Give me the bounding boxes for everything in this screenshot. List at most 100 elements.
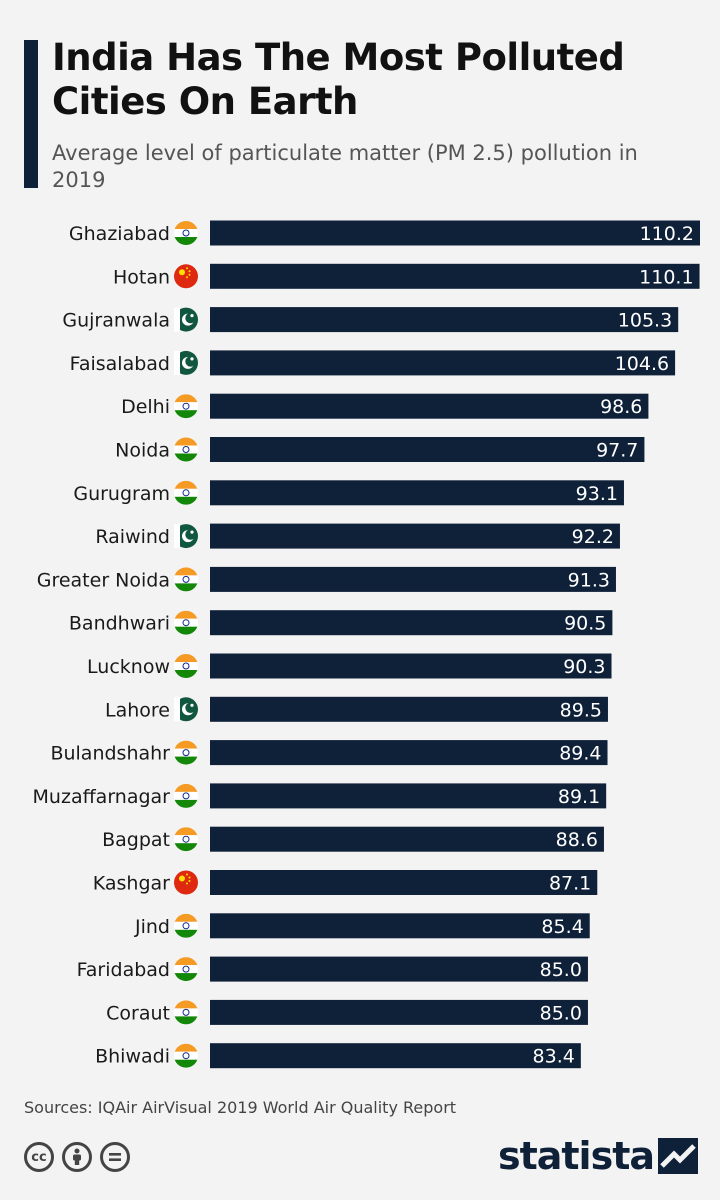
chart-row: Bulandshahr 89.4 [50,740,608,766]
bar [210,480,624,506]
bar-chart: Ghaziabad 110.2 Hotan 110.1 Gujranwala 105.3 F… [33,220,700,1069]
india-flag-icon [174,740,198,765]
india-flag-icon [174,1000,198,1025]
india-flag-icon [174,827,198,852]
chart-row: Bhiwadi 83.4 [95,1043,581,1069]
bar [210,1043,581,1069]
bar [210,870,598,895]
chart-row: Delhi 98.6 [121,393,649,419]
bar [210,783,607,809]
category-label: Gujranwala [62,310,170,332]
india-flag-icon [174,221,198,245]
pakistan-flag-icon [174,697,198,722]
india-flag-icon [174,654,198,678]
india-flag-icon [174,913,198,938]
category-label: Raiwind [95,526,170,548]
category-label: Faisalabad [70,353,170,375]
creative-commons-icon[interactable]: cc [24,1142,54,1172]
value-label: 89.4 [559,743,601,765]
statista-logo-mark-icon [658,1138,698,1174]
chart-row: Ghaziabad 110.2 [69,220,700,246]
chart-row: Gujranwala 105.3 [62,307,679,333]
value-label: 85.4 [541,916,583,938]
china-flag-icon [174,870,198,895]
category-label: Noida [115,440,170,462]
value-label: 98.6 [600,396,642,418]
chart-subtitle: Average level of particulate matter (PM … [52,141,638,192]
chart-row: Hotan 110.1 [113,263,700,289]
bar [210,653,612,679]
category-label: Gurugram [73,483,170,505]
bar [210,740,608,766]
bar [210,566,616,592]
category-label: Hotan [113,266,170,288]
value-label: 85.0 [540,1002,582,1024]
chart-row: Jind 85.4 [134,913,590,939]
category-label: Delhi [121,396,170,418]
bar [210,696,608,722]
statista-logo[interactable]: statista [498,1136,698,1176]
value-label: 87.1 [549,873,591,895]
chart-row: Bandhwari 90.5 [69,610,613,636]
attribution-icon[interactable] [62,1142,92,1172]
chart-row: Lucknow 90.3 [87,653,612,679]
bar [210,913,590,939]
chart-row: Coraut 85.0 [106,999,588,1025]
chart-row: Lahore 89.5 [105,696,608,722]
license-icons: cc [24,1142,130,1172]
chart-row: Muzaffarnagar 89.1 [33,783,607,809]
category-label: Greater Noida [37,569,170,591]
category-label: Lahore [105,699,170,721]
category-label: Coraut [106,1002,170,1024]
india-flag-icon [174,437,198,462]
category-label: Faridabad [77,959,170,981]
no-derivatives-icon[interactable] [100,1142,130,1172]
bar [210,393,649,419]
bar [210,307,679,333]
title-accent-bar [24,40,38,188]
statista-logo-text: statista [497,1134,655,1178]
chart-row: Faisalabad 104.6 [70,350,676,376]
bar [210,220,700,246]
chart-row: Noida 97.7 [115,437,645,462]
category-label: Bhiwadi [95,1046,170,1068]
value-label: 88.6 [556,829,598,851]
pakistan-flag-icon [174,307,198,332]
value-label: 90.3 [563,656,605,678]
value-label: 110.2 [640,223,694,245]
india-flag-icon [174,783,198,808]
bar [210,350,676,376]
value-label: 104.6 [615,353,669,375]
category-label: Lucknow [87,656,170,678]
category-label: Ghaziabad [69,223,170,245]
bar [210,523,620,549]
chart-row: Greater Noida 91.3 [37,566,616,592]
value-label: 90.5 [564,613,606,635]
india-flag-icon [174,480,198,505]
india-flag-icon [174,610,198,635]
value-label: 93.1 [576,483,618,505]
bar [210,263,700,289]
value-label: 105.3 [618,310,672,332]
chart-row: Gurugram 93.1 [73,480,624,506]
chart-row: Bagpat 88.6 [102,826,604,852]
category-label: Bagpat [102,829,170,851]
category-label: Bandhwari [69,613,170,635]
india-flag-icon [174,1043,198,1068]
chart-row: Kashgar 87.1 [93,870,598,895]
value-label: 83.4 [533,1046,575,1068]
value-label: 92.2 [572,526,614,548]
bar [210,956,588,982]
pakistan-flag-icon [174,350,198,375]
category-label: Bulandshahr [50,743,170,765]
value-label: 97.7 [596,440,638,462]
bar [210,437,645,462]
value-label: 91.3 [568,569,610,591]
pakistan-flag-icon [174,524,198,549]
chart-row: Raiwind 92.2 [95,523,620,549]
chart-row: Faridabad 85.0 [77,956,588,982]
value-label: 89.5 [560,699,602,721]
india-flag-icon [174,957,198,982]
category-label: Kashgar [93,873,170,895]
china-flag-icon [174,264,198,289]
